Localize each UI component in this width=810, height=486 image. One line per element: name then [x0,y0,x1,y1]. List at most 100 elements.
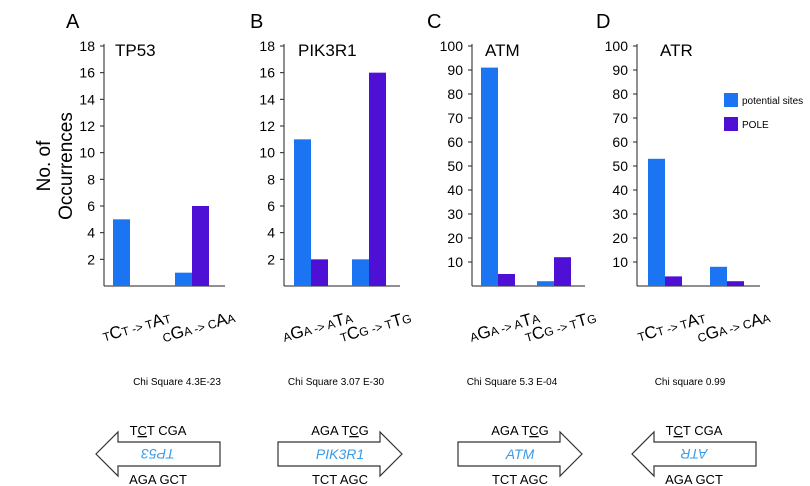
legend-swatch-pole [724,117,738,131]
strand-arrow [95,430,221,478]
y-tick-label: 16 [259,65,275,81]
strand-bottom-seq: TCT AGC [492,472,548,486]
y-tick-label: 40 [612,182,628,198]
chart-title: ATM [485,41,520,60]
panel-letter: A [66,11,80,33]
y-tick-label: 2 [267,251,275,267]
panel-letter: C [427,11,441,33]
y-tick-label: 40 [447,182,463,198]
gene-arrow-tp53: TP53 TCT CGA AGA GCT [95,423,221,486]
y-tick-label: 12 [79,118,95,134]
y-tick-label: 100 [440,38,464,54]
y-tick-label: 10 [259,145,275,161]
chi-square-stat: Chi Square 3.07 E-30 [288,377,385,388]
strand-arrow [631,430,757,478]
y-tick-label: 4 [87,225,95,241]
x-tick-label: CGA -> CAA [160,307,237,346]
y-tick-label: 70 [612,110,628,126]
y-tick-label: 6 [267,198,275,214]
y-tick-label: 90 [612,62,628,78]
strand-bottom-seq: AGA GCT [129,472,187,486]
bar-pole-tcg-ttg [554,257,571,286]
y-tick-label: 10 [79,145,95,161]
y-tick-label: 2 [87,251,95,267]
x-tick-label: AGA -> ATA [467,308,541,346]
bar-potential-sites-aga-ata [294,139,311,286]
strand-top-seq: AGA TCG [311,423,369,438]
bar-pole-aga-ata [311,259,328,286]
y-tick-label: 70 [447,110,463,126]
legend-label-pole: POLE [742,120,769,131]
bar-potential-sites-cga-caa [175,272,192,286]
y-tick-label: 6 [87,198,95,214]
y-tick-label: 50 [447,158,463,174]
bar-potential-sites-tcg-ttg [537,281,554,286]
gene-name: ATR [681,446,709,462]
legend-label-potential-sites: potential sites [742,96,803,107]
bar-potential-sites-tct-tat [113,219,130,286]
x-tick-label: TCT -> TAT [635,308,708,346]
y-tick-label: 90 [447,62,463,78]
y-tick-label: 50 [612,158,628,174]
bar-pole-aga-ata [498,274,515,286]
bar-potential-sites-cga-caa [710,266,727,286]
bar-potential-sites-aga-ata [481,67,498,286]
bar-pole-tct-tat [665,276,682,286]
y-tick-label: 30 [447,206,463,222]
x-tick-label: TCG -> TTG [338,307,414,346]
x-tick-label: TCG -> TTG [523,307,599,346]
legend-swatch-potential-sites [724,93,738,107]
chi-square-stat: Chi square 0.99 [655,377,726,388]
x-tick-label: CGA -> CAA [695,307,772,346]
strand-top-seq: TCT CGA [666,423,723,438]
y-axis-label-line-2: Occurrences [56,112,77,220]
y-tick-label: 12 [259,118,275,134]
y-tick-label: 60 [447,134,463,150]
chart-title: PIK3R1 [298,41,357,60]
strand-arrow [457,430,583,478]
y-tick-label: 14 [79,91,95,107]
y-tick-label: 8 [267,171,275,187]
y-tick-label: 8 [87,171,95,187]
bar-pole-cga-caa [192,206,209,286]
y-tick-label: 16 [79,65,95,81]
gene-arrow-atm: ATM AGA TCG TCT AGC [457,423,583,486]
bar-potential-sites-tcg-ttg [352,259,369,286]
strand-top-seq: AGA TCG [491,423,549,438]
y-tick-label: 18 [79,38,95,54]
y-tick-label: 4 [267,225,275,241]
gene-arrow-atr: ATR TCT CGA AGA GCT [631,423,757,486]
y-tick-label: 100 [605,38,629,54]
gene-arrow-pik3r1: PIK3R1 AGA TCG TCT AGC [277,423,403,486]
y-tick-label: 80 [612,86,628,102]
chi-square-stat: Chi Square 5.3 E-04 [467,377,558,388]
legend: potential sites POLE [724,93,803,131]
panel-letter: D [596,11,610,33]
y-tick-label: 10 [447,254,463,270]
strand-bottom-seq: AGA GCT [665,472,723,486]
gene-name: PIK3R1 [316,446,364,462]
y-axis-label-line-1: No. of [34,140,55,191]
bar-potential-sites-tct-tat [648,158,665,286]
y-tick-label: 60 [612,134,628,150]
y-tick-label: 80 [447,86,463,102]
bar-pole-cga-caa [727,281,744,286]
y-tick-label: 14 [259,91,275,107]
y-tick-label: 10 [612,254,628,270]
y-tick-label: 30 [612,206,628,222]
strand-arrow [277,430,403,478]
strand-top-seq: TCT CGA [130,423,187,438]
panel-letter: B [250,11,263,33]
y-tick-label: 20 [447,230,463,246]
gene-name: TP53 [141,446,175,462]
x-tick-label: AGA -> ATA [280,308,354,346]
x-tick-label: TCT -> TAT [100,308,173,346]
y-tick-label: 20 [612,230,628,246]
chi-square-stat: Chi Square 4.3E-23 [133,377,221,388]
